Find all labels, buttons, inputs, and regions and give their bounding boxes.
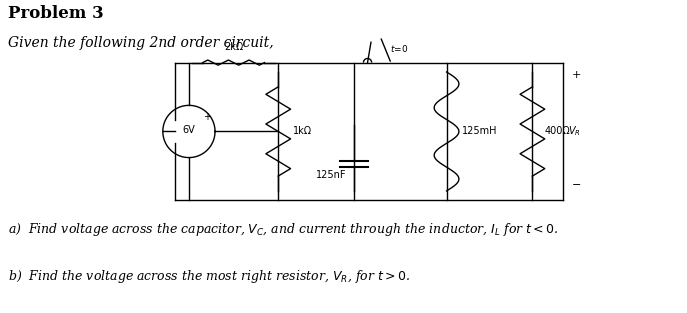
Text: b)  Find the voltage across the most right resistor, $V_R$, for $t > 0$.: b) Find the voltage across the most righ… [8,268,410,285]
Text: 1kΩ: 1kΩ [293,126,313,136]
Text: 400Ω: 400Ω [545,126,570,136]
Text: Problem 3: Problem 3 [8,5,104,22]
Text: a)  Find voltage across the capacitor, $V_C$, and current through the inductor, : a) Find voltage across the capacitor, $V… [8,221,559,238]
Text: Given the following 2nd order circuit,: Given the following 2nd order circuit, [8,36,274,50]
Text: −: − [572,180,581,190]
Text: +: + [203,112,211,122]
Text: +: + [572,70,581,80]
Text: 125mH: 125mH [462,126,497,136]
Text: $t$=0: $t$=0 [390,43,408,54]
Text: 6V: 6V [183,125,195,135]
Text: $V_R$: $V_R$ [568,125,581,138]
Text: 2kΩ: 2kΩ [224,42,243,52]
Text: 125nF: 125nF [316,170,346,180]
